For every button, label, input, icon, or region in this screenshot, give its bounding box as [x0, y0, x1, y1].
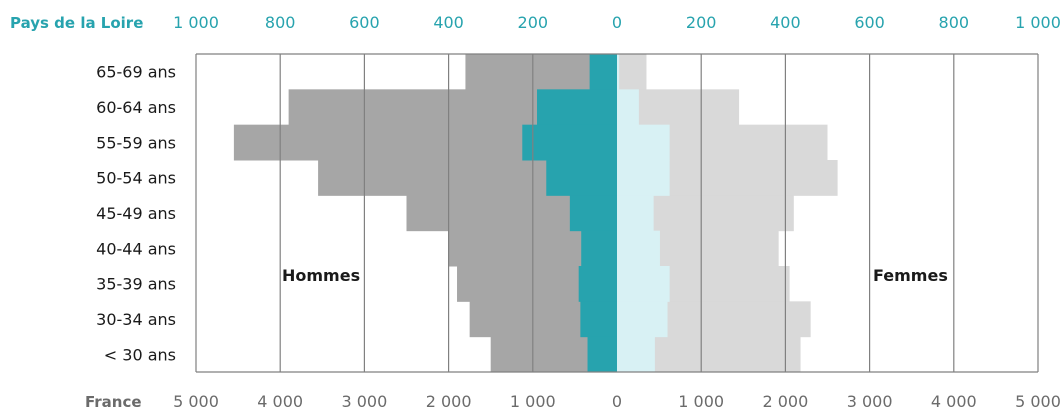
- bar-right-region-6: [617, 266, 670, 302]
- top-axis-title: Pays de la Loire: [10, 14, 143, 32]
- age-group-label: < 30 ans: [104, 345, 176, 364]
- bottom-tick-label: 5 000: [1015, 392, 1061, 411]
- bar-right-region-7: [617, 301, 668, 338]
- bar-left-region-6: [578, 266, 617, 302]
- top-tick-label: 400: [433, 13, 464, 32]
- bottom-tick-label: 3 000: [341, 392, 387, 411]
- age-group-label: 55-59 ans: [96, 133, 176, 152]
- bar-right-region-3: [617, 160, 670, 196]
- age-group-labels: 65-69 ans 60-64 ans 55-59 ans 50-54 ans 45-4…: [96, 63, 176, 365]
- top-tick-label: 600: [854, 13, 885, 32]
- bottom-tick-label: 1 000: [510, 392, 556, 411]
- bar-left-region-7: [580, 301, 617, 338]
- bar-left-region-5: [581, 230, 617, 267]
- bars-layer: [233, 54, 838, 373]
- top-tick-label: 400: [770, 13, 801, 32]
- bottom-tick-label: 0: [612, 392, 622, 411]
- top-tick-label: 600: [349, 13, 380, 32]
- top-tick-label: 200: [686, 13, 717, 32]
- age-group-label: 65-69 ans: [96, 63, 176, 82]
- bar-left-region-0: [589, 54, 617, 90]
- age-group-label: 50-54 ans: [96, 169, 176, 188]
- bottom-tick-label: 4 000: [931, 392, 977, 411]
- top-tick-label: 800: [939, 13, 970, 32]
- bottom-tick-label: 2 000: [762, 392, 808, 411]
- top-tick-label: 0: [612, 13, 622, 32]
- top-tick-label: 800: [265, 13, 296, 32]
- bottom-axis-ticks: 5 000 4 000 3 000 2 000 1 000 0 1 000 2 000 3 00…: [173, 392, 1061, 411]
- top-tick-label: 1 000: [1015, 13, 1061, 32]
- grid-layer: [195, 53, 1039, 373]
- top-tick-label: 200: [518, 13, 549, 32]
- bar-right-region-8: [617, 336, 655, 373]
- bar-right-region-5: [617, 230, 660, 267]
- bottom-tick-label: 4 000: [257, 392, 303, 411]
- bar-right-region-1: [617, 89, 639, 126]
- bar-right-region-4: [617, 195, 654, 232]
- bottom-tick-label: 5 000: [173, 392, 219, 411]
- age-group-label: 60-64 ans: [96, 98, 176, 117]
- bottom-tick-label: 3 000: [847, 392, 893, 411]
- hommes-label: Hommes: [282, 266, 360, 285]
- bar-left-region-3: [546, 160, 617, 196]
- top-tick-label: 1 000: [173, 13, 219, 32]
- top-axis-ticks: 1 000 800 600 400 200 0 200 400 600 800 1 000: [173, 13, 1061, 32]
- bar-right-region-0: [617, 54, 620, 90]
- age-group-label: 45-49 ans: [96, 204, 176, 223]
- bar-left-region-2: [522, 124, 617, 161]
- bar-right-france-0: [617, 54, 647, 90]
- bar-left-region-1: [537, 89, 617, 126]
- bar-left-region-8: [587, 336, 617, 373]
- bar-left-region-4: [569, 195, 617, 232]
- bottom-axis-title: France: [85, 393, 142, 411]
- age-group-label: 40-44 ans: [96, 239, 176, 258]
- bottom-tick-label: 2 000: [426, 392, 472, 411]
- bottom-tick-label: 1 000: [678, 392, 724, 411]
- femmes-label: Femmes: [873, 266, 948, 285]
- age-group-label: 35-39 ans: [96, 275, 176, 294]
- age-group-label: 30-34 ans: [96, 310, 176, 329]
- bar-right-region-2: [617, 124, 670, 161]
